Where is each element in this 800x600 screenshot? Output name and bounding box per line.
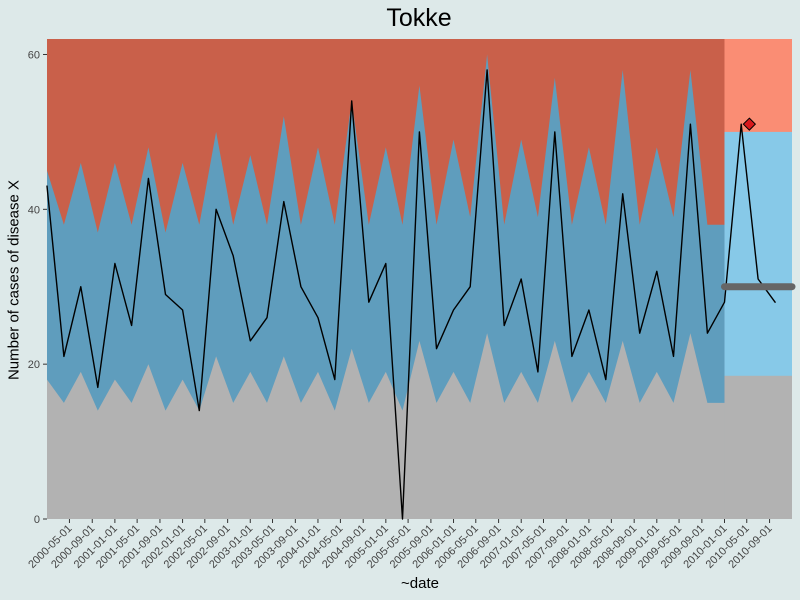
y-tick-label: 60	[28, 49, 40, 61]
forecast-band-low	[724, 375, 792, 519]
x-axis-label: ~date	[401, 575, 439, 592]
y-tick-label: 20	[28, 359, 40, 371]
observed-line	[46, 69, 776, 520]
band-low	[47, 333, 725, 519]
plot-panel	[46, 39, 796, 520]
y-tick-label: 40	[28, 204, 40, 216]
alert-marker	[742, 117, 757, 131]
chart-title: Tokke	[386, 4, 452, 32]
y-tick-label: 0	[34, 514, 40, 526]
